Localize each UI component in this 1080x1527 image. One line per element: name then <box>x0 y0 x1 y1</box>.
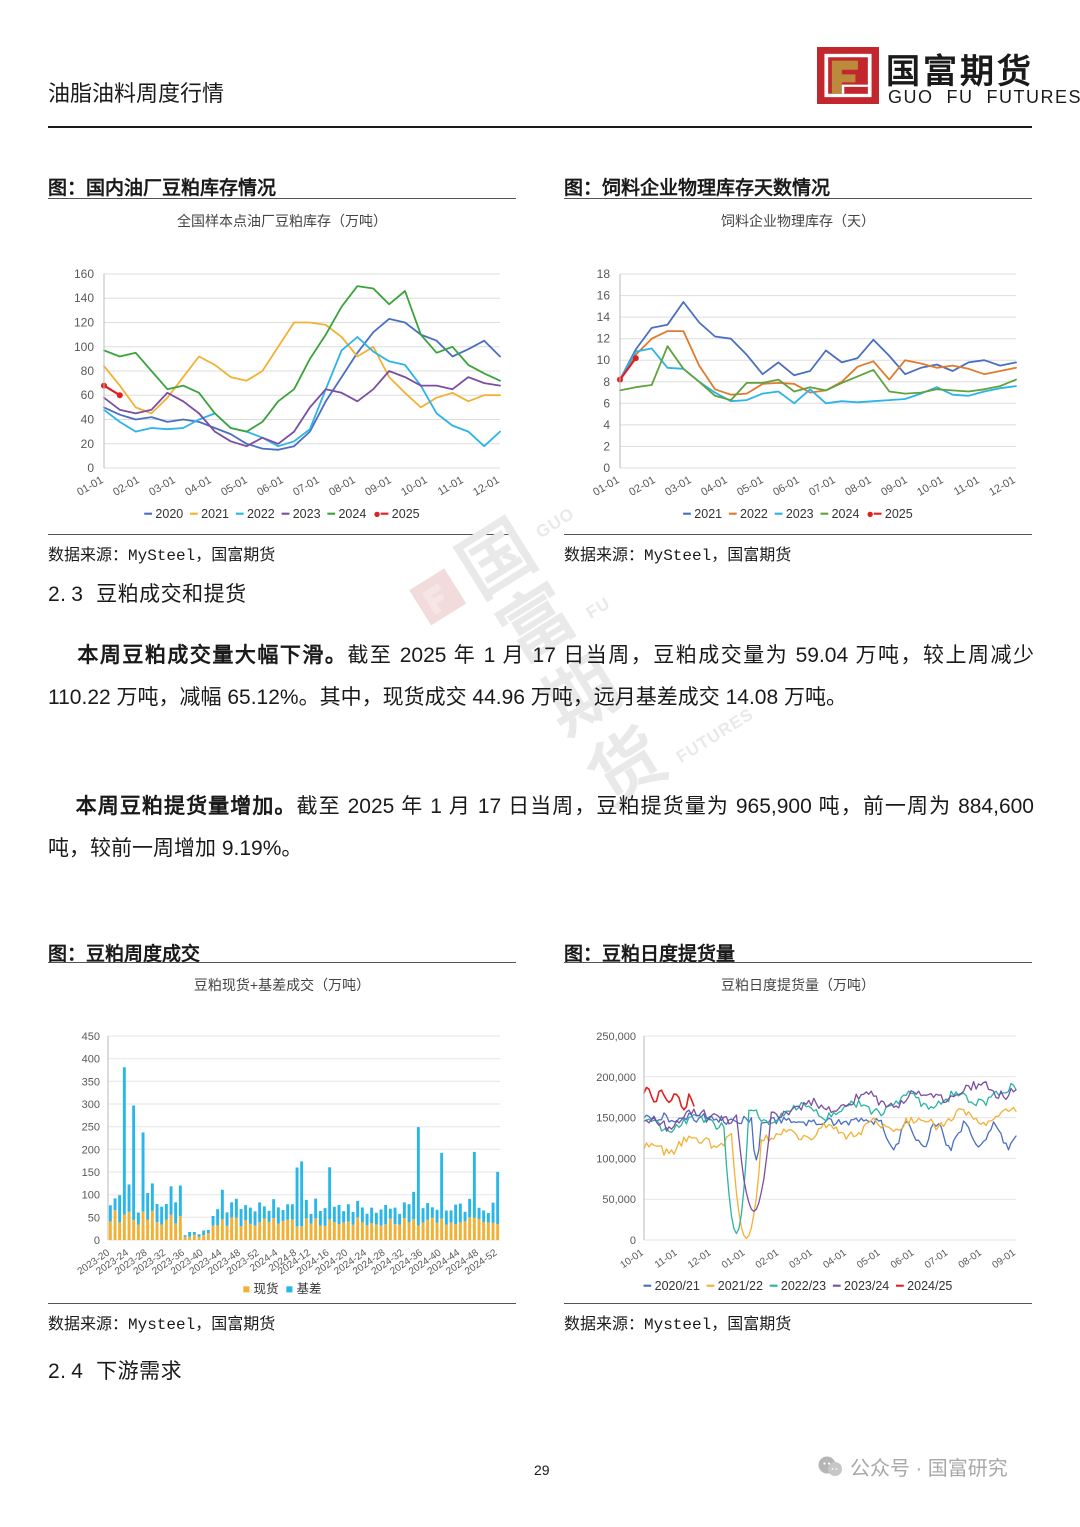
svg-text:350: 350 <box>82 1076 100 1088</box>
svg-text:06-01: 06-01 <box>255 474 285 498</box>
svg-text:01-01: 01-01 <box>720 1247 748 1271</box>
svg-text:250,000: 250,000 <box>596 1031 636 1043</box>
svg-text:40: 40 <box>81 413 95 427</box>
svg-text:120: 120 <box>74 316 94 330</box>
svg-text:0: 0 <box>87 461 94 475</box>
svg-text:08-01: 08-01 <box>957 1247 985 1271</box>
svg-text:03-01: 03-01 <box>788 1247 816 1271</box>
svg-text:150,000: 150,000 <box>596 1113 636 1125</box>
svg-text:200,000: 200,000 <box>596 1072 636 1084</box>
svg-text:01-01: 01-01 <box>75 474 105 498</box>
svg-text:60: 60 <box>81 388 95 402</box>
svg-text:02-01: 02-01 <box>111 474 141 498</box>
svg-text:10-01: 10-01 <box>618 1247 646 1271</box>
svg-text:200: 200 <box>82 1144 100 1156</box>
svg-text:300: 300 <box>82 1099 100 1111</box>
svg-text:10-01: 10-01 <box>399 474 429 498</box>
svg-text:18: 18 <box>597 267 611 281</box>
svg-text:07-01: 07-01 <box>923 1247 951 1271</box>
svg-text:09-01: 09-01 <box>879 474 909 498</box>
svg-text:06-01: 06-01 <box>889 1247 917 1271</box>
svg-text:80: 80 <box>81 364 95 378</box>
svg-text:03-01: 03-01 <box>147 474 177 498</box>
svg-text:140: 140 <box>74 291 94 305</box>
svg-text:16: 16 <box>597 289 611 303</box>
svg-text:160: 160 <box>74 267 94 281</box>
svg-text:10: 10 <box>597 353 611 367</box>
svg-text:05-01: 05-01 <box>219 474 249 498</box>
svg-text:50: 50 <box>88 1212 100 1224</box>
svg-text:100,000: 100,000 <box>596 1153 636 1165</box>
svg-text:09-01: 09-01 <box>363 474 393 498</box>
svg-text:10-01: 10-01 <box>915 474 945 498</box>
svg-text:20: 20 <box>81 437 95 451</box>
svg-text:12-01: 12-01 <box>471 474 501 498</box>
svg-text:100: 100 <box>82 1190 100 1202</box>
svg-text:09-01: 09-01 <box>990 1247 1018 1271</box>
svg-text:0: 0 <box>94 1235 100 1247</box>
svg-text:11-01: 11-01 <box>436 474 466 498</box>
svg-text:12-01: 12-01 <box>987 474 1017 498</box>
svg-text:04-01: 04-01 <box>183 474 213 498</box>
svg-text:07-01: 07-01 <box>291 474 321 498</box>
svg-text:100: 100 <box>74 340 94 354</box>
svg-text:50,000: 50,000 <box>602 1194 636 1206</box>
svg-text:14: 14 <box>597 310 611 324</box>
svg-text:8: 8 <box>603 375 610 389</box>
svg-text:12-01: 12-01 <box>686 1247 714 1271</box>
svg-text:11-01: 11-01 <box>952 474 982 498</box>
svg-text:02-01: 02-01 <box>754 1247 782 1271</box>
svg-text:04-01: 04-01 <box>821 1247 849 1271</box>
svg-text:05-01: 05-01 <box>855 1247 883 1271</box>
svg-text:12: 12 <box>597 332 611 346</box>
svg-text:4: 4 <box>603 418 610 432</box>
svg-text:11-01: 11-01 <box>653 1247 680 1271</box>
svg-text:08-01: 08-01 <box>327 474 357 498</box>
svg-text:150: 150 <box>82 1167 100 1179</box>
svg-text:6: 6 <box>603 396 610 410</box>
svg-text:400: 400 <box>82 1054 100 1066</box>
svg-text:450: 450 <box>82 1031 100 1043</box>
svg-text:250: 250 <box>82 1122 100 1134</box>
svg-text:0: 0 <box>630 1235 636 1247</box>
